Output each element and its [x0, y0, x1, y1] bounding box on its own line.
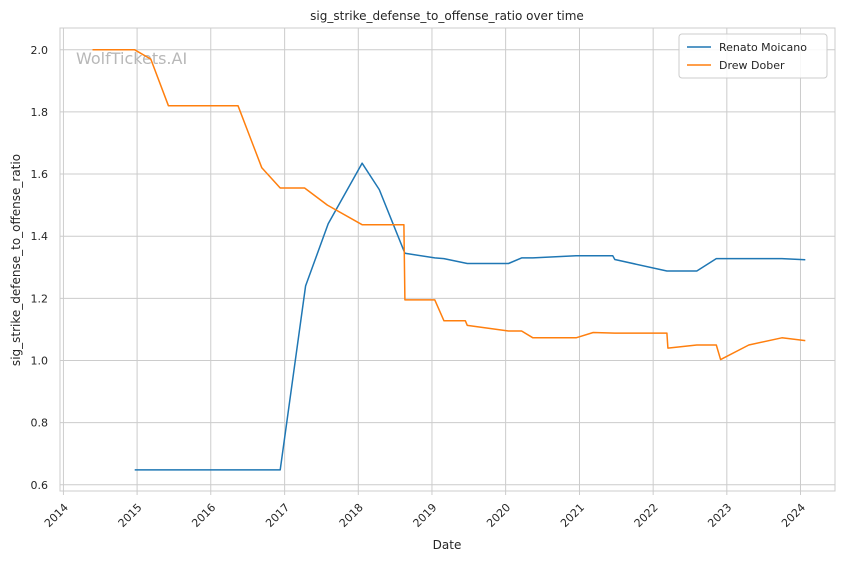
plot-frame [59, 27, 836, 492]
legend-box [678, 33, 828, 79]
y-axis-ticks: 0.6 0.8 1.0 1.2 1.4 1.6 1.8 2.0 [31, 44, 49, 492]
series-line-0 [134, 162, 806, 471]
series-line-1 [92, 49, 806, 361]
grid [60, 28, 835, 491]
legend-label-1: Drew Dober [719, 59, 785, 72]
legend-label-0: Renato Moicano [719, 41, 807, 54]
chart-title: sig_strike_defense_to_offense_ratio over… [310, 9, 584, 23]
y-tick-label: 0.6 [31, 479, 49, 492]
y-tick-label: 2.0 [31, 44, 49, 57]
legend: Renato Moicano Drew Dober [678, 33, 828, 79]
y-tick-label: 1.0 [31, 354, 49, 367]
series-layer [92, 49, 806, 471]
y-tick-label: 1.6 [31, 168, 49, 181]
y-axis-label: sig_strike_defense_to_offense_ratio [9, 154, 23, 366]
watermark: WolfTickets.AI [76, 49, 187, 68]
y-tick-label: 1.2 [31, 292, 49, 305]
y-tick-label: 0.8 [31, 417, 49, 430]
y-tick-label: 1.4 [31, 230, 49, 243]
y-tick-label: 1.8 [31, 106, 49, 119]
x-axis-label: Date [433, 538, 462, 552]
